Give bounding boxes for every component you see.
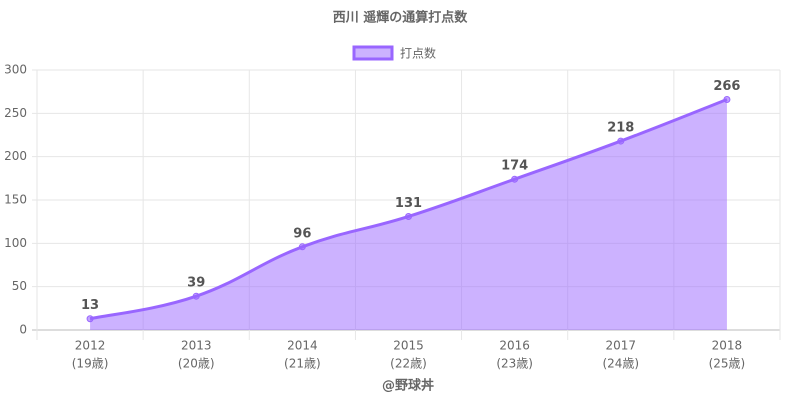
value-label: 131 <box>395 196 422 211</box>
legend-label: 打点数 <box>400 46 436 61</box>
y-tick-label: 0 <box>19 323 27 337</box>
y-tick-label: 200 <box>4 149 27 163</box>
value-label: 96 <box>293 226 311 241</box>
x-tick-label: (25歳) <box>709 357 746 371</box>
point <box>511 175 519 183</box>
y-tick-label: 250 <box>4 106 27 120</box>
chart-title: 西川 遥輝の通算打点数 <box>333 10 469 26</box>
x-tick-label: 2015 <box>393 339 424 353</box>
x-tick-label: (22歳) <box>390 357 427 371</box>
value-label: 39 <box>187 276 205 291</box>
point <box>405 212 412 220</box>
point <box>192 292 200 300</box>
x-tick-label: (19歳) <box>72 357 109 371</box>
x-tick-label: 2014 <box>287 339 318 353</box>
x-axis-label: @野球丼 <box>382 378 434 394</box>
x-tick-label: (24歳) <box>602 357 639 371</box>
value-label: 174 <box>501 159 528 174</box>
y-tick-label: 50 <box>12 279 27 293</box>
y-tick-label: 150 <box>4 193 27 207</box>
y-tick-label: 100 <box>4 236 27 250</box>
value-label: 218 <box>607 121 634 136</box>
x-tick-label: (21歳) <box>284 357 321 371</box>
value-label: 266 <box>713 79 740 94</box>
x-tick-label: (20歳) <box>178 357 215 371</box>
point <box>723 95 731 103</box>
point <box>86 315 94 323</box>
value-label: 13 <box>81 298 99 313</box>
x-tick-label: 2018 <box>712 339 743 353</box>
x-tick-label: 2013 <box>181 339 212 353</box>
x-tick-label: 2017 <box>606 339 637 353</box>
x-tick-label: (23歳) <box>496 357 533 371</box>
x-tick-label: 2016 <box>499 339 530 353</box>
point <box>617 137 625 145</box>
legend-swatch <box>352 45 394 61</box>
x-tick-label: 2012 <box>75 339 106 353</box>
y-tick-label: 300 <box>4 63 27 77</box>
point <box>298 243 306 251</box>
